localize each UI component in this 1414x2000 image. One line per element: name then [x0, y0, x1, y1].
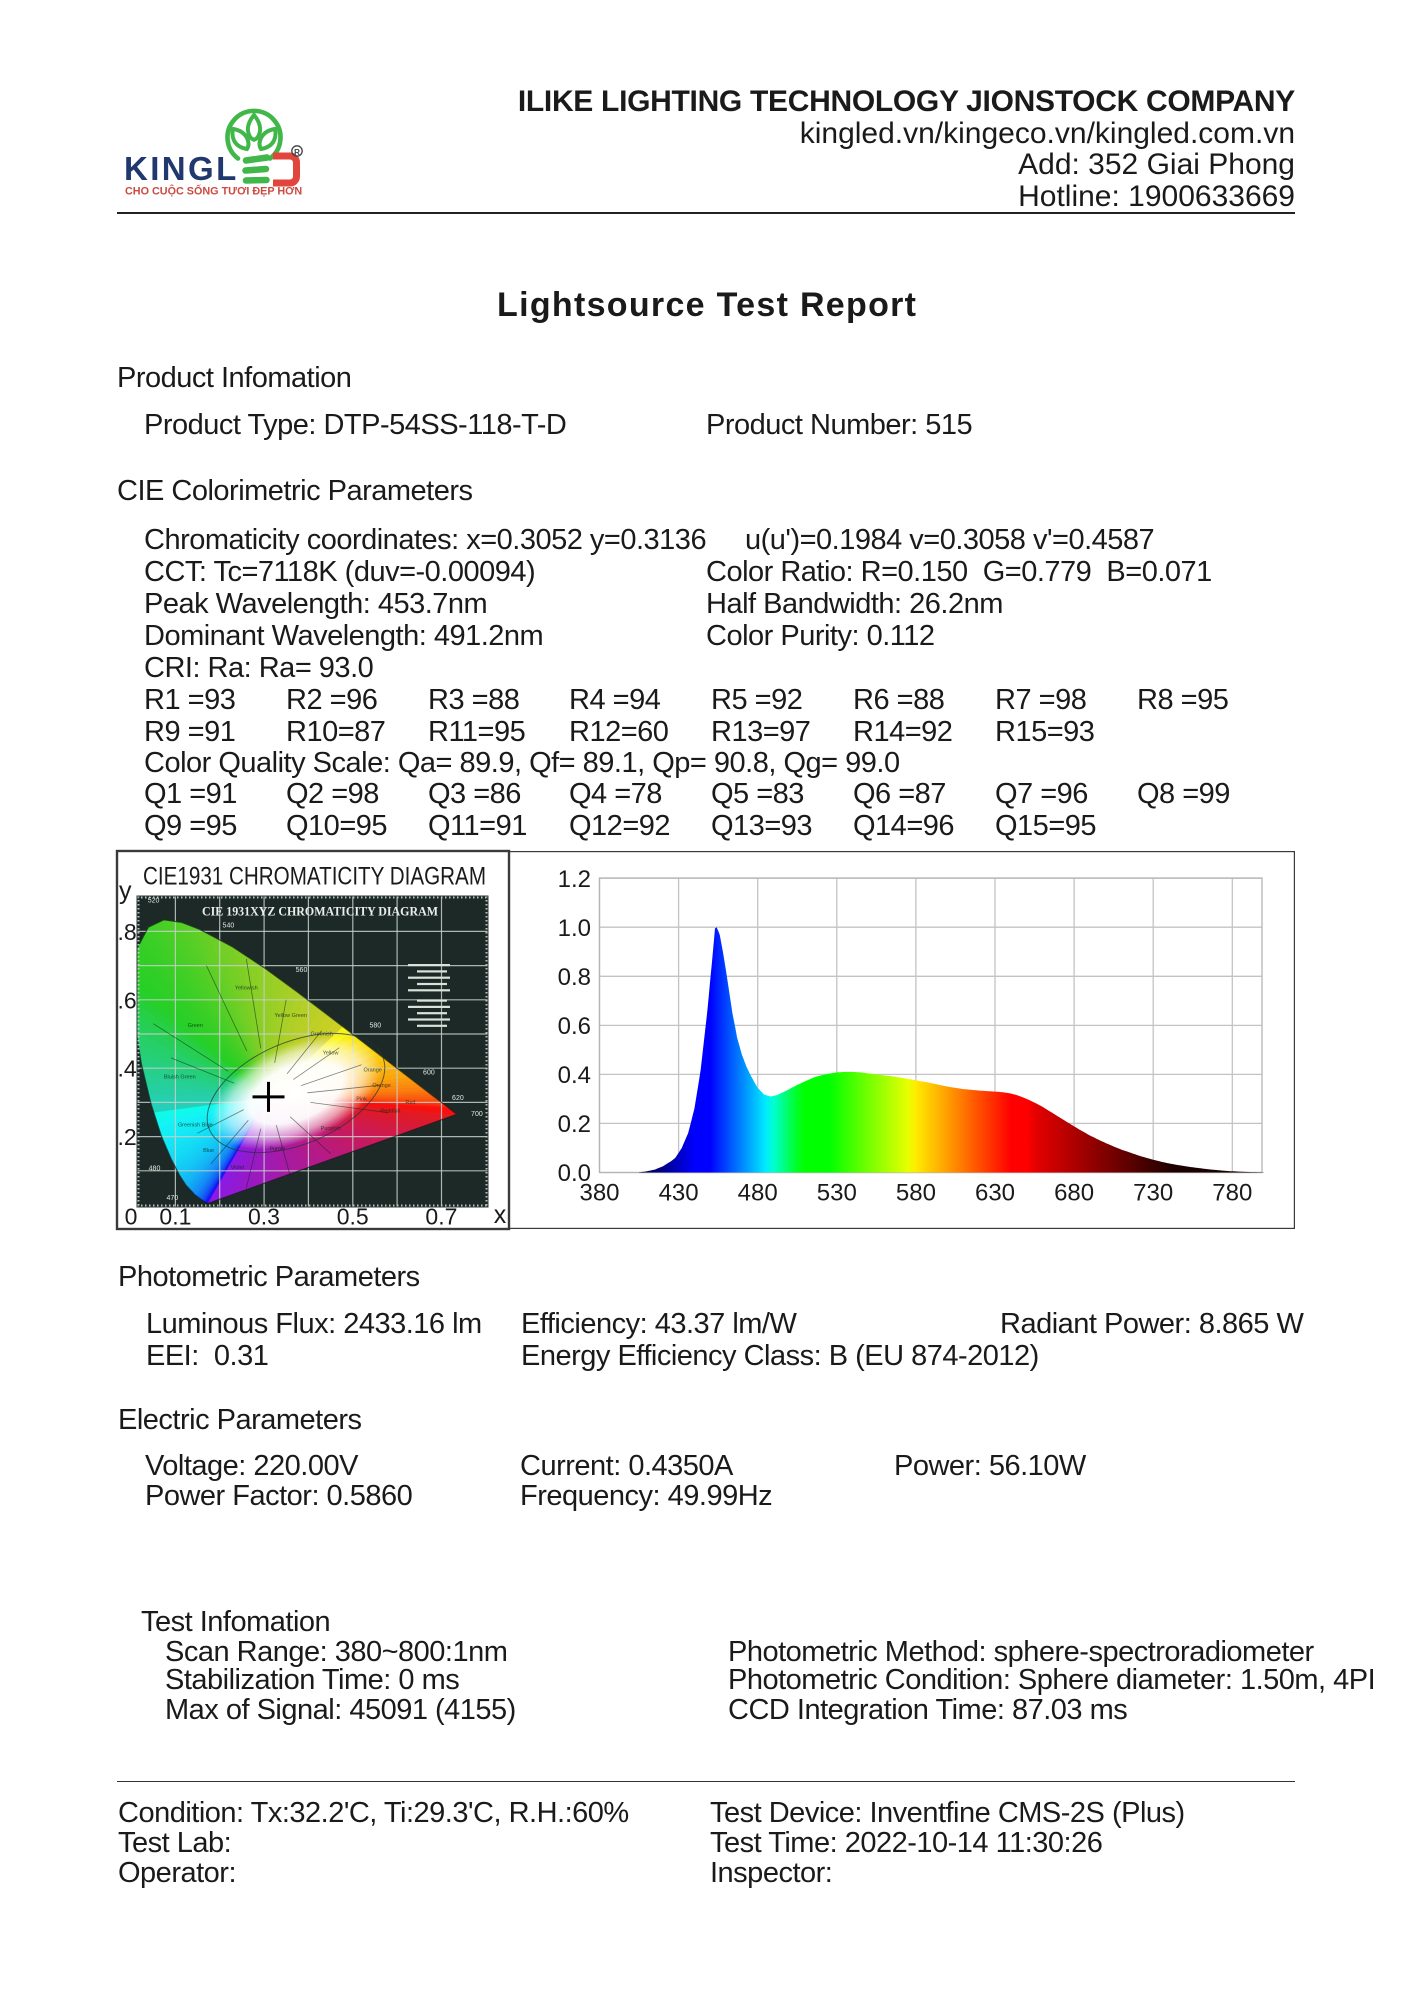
svg-text:1.0: 1.0	[558, 915, 591, 942]
svg-text:.2: .2	[118, 1124, 137, 1150]
svg-text:0.6: 0.6	[558, 1013, 591, 1040]
svg-text:380: 380	[579, 1180, 619, 1207]
svg-text:0.1: 0.1	[159, 1204, 191, 1230]
svg-text:630: 630	[975, 1180, 1015, 1207]
svg-text:Orange: Orange	[364, 1068, 382, 1074]
svg-text:Greenish Blue: Greenish Blue	[178, 1122, 213, 1128]
svg-text:KINGL: KINGL	[124, 150, 239, 187]
svg-text:0.5: 0.5	[337, 1204, 369, 1230]
svg-text:0.0: 0.0	[558, 1160, 591, 1187]
svg-text:680: 680	[1054, 1180, 1094, 1207]
svg-text:730: 730	[1133, 1180, 1173, 1207]
svg-text:Red: Red	[405, 1100, 415, 1106]
svg-text:Yellow: Yellow	[323, 1051, 339, 1057]
svg-text:Reddish: Reddish	[380, 1109, 400, 1115]
svg-text:470: 470	[166, 1195, 178, 1202]
svg-text:CHO CUỘC SỐNG TƯƠI ĐẸP HƠN: CHO CUỘC SỐNG TƯƠI ĐẸP HƠN	[125, 184, 302, 198]
svg-text:620: 620	[452, 1095, 464, 1102]
svg-text:Yellowish: Yellowish	[235, 986, 258, 992]
svg-text:480: 480	[149, 1165, 161, 1172]
svg-text:Orange: Orange	[372, 1083, 390, 1089]
svg-text:x: x	[494, 1201, 507, 1229]
svg-text:560: 560	[296, 967, 308, 974]
svg-text:.6: .6	[118, 987, 137, 1013]
svg-text:Green: Green	[188, 1023, 203, 1029]
svg-text:0.7: 0.7	[425, 1204, 457, 1230]
svg-text:780: 780	[1212, 1180, 1252, 1207]
svg-text:520: 520	[148, 898, 160, 905]
svg-text:Greenish: Greenish	[311, 1032, 333, 1038]
svg-text:0.3: 0.3	[248, 1204, 280, 1230]
svg-text:600: 600	[423, 1070, 435, 1077]
svg-text:Blue: Blue	[203, 1148, 214, 1154]
svg-text:580: 580	[369, 1023, 381, 1030]
svg-text:Yellow Green: Yellow Green	[274, 1013, 307, 1019]
svg-text:Purple: Purple	[269, 1146, 285, 1152]
svg-text:0.4: 0.4	[558, 1062, 591, 1089]
svg-text:580: 580	[896, 1180, 936, 1207]
svg-text:0.2: 0.2	[558, 1111, 591, 1138]
svg-text:0: 0	[125, 1204, 138, 1230]
svg-text:Purplish: Purplish	[321, 1126, 341, 1132]
svg-text:R: R	[294, 148, 300, 157]
svg-text:y: y	[119, 877, 132, 905]
svg-text:.8: .8	[118, 919, 137, 945]
svg-text:CIE 1931XYZ CHROMATICITY DIAGR: CIE 1931XYZ CHROMATICITY DIAGRAM	[202, 905, 438, 919]
svg-text:480: 480	[738, 1180, 778, 1207]
svg-text:540: 540	[223, 923, 235, 930]
svg-text:530: 530	[817, 1180, 857, 1207]
svg-text:430: 430	[659, 1180, 699, 1207]
svg-text:CIE1931 CHROMATICITY DIAGRAM: CIE1931 CHROMATICITY DIAGRAM	[143, 862, 486, 890]
svg-text:0.8: 0.8	[558, 964, 591, 991]
svg-text:Bluish Green: Bluish Green	[164, 1075, 196, 1081]
svg-text:Violet: Violet	[231, 1165, 245, 1171]
svg-text:1.2: 1.2	[558, 866, 591, 893]
svg-text:700: 700	[471, 1111, 483, 1118]
svg-text:.4: .4	[118, 1056, 137, 1082]
svg-text:Pink: Pink	[356, 1097, 367, 1103]
